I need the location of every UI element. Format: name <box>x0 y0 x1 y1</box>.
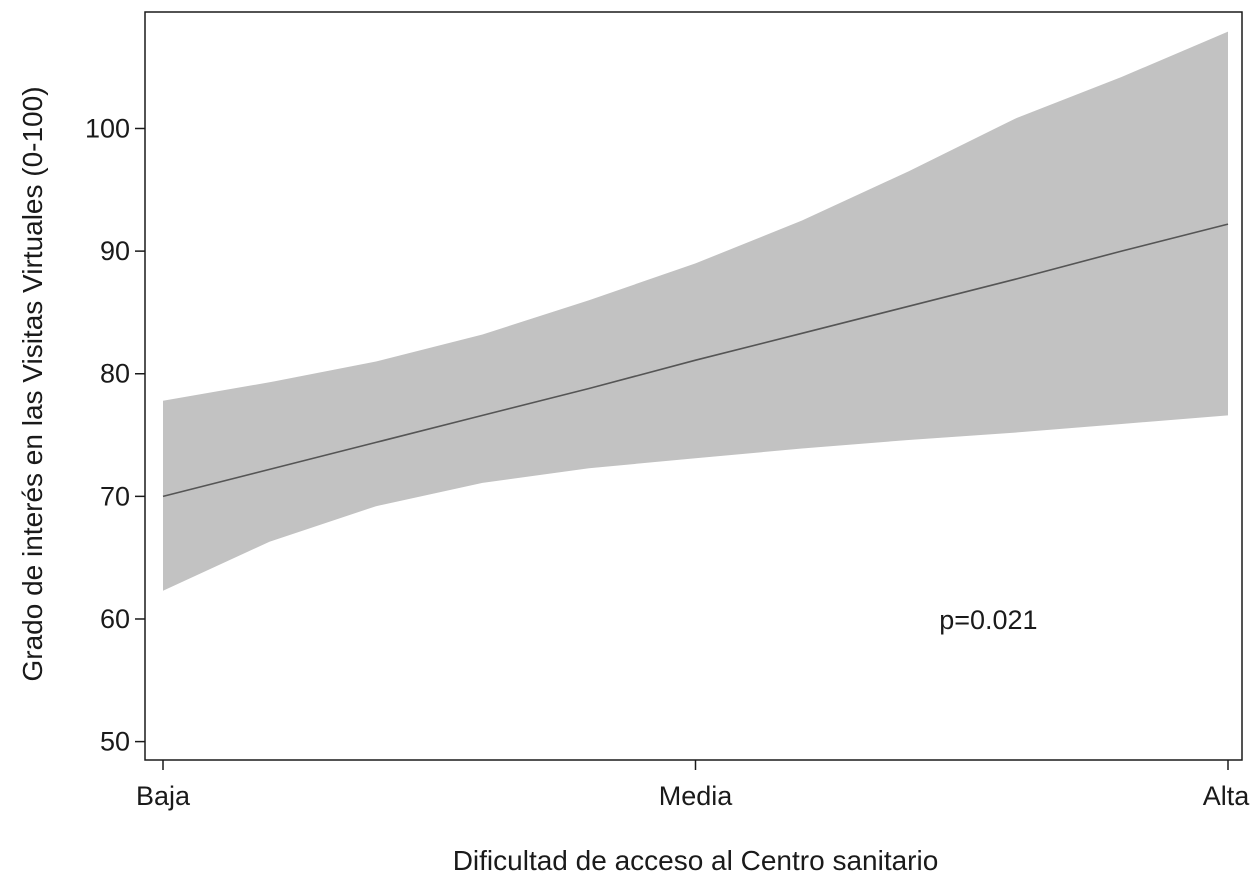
fit-line-0 <box>162 223 1229 498</box>
x-tick-label: Media <box>659 781 734 811</box>
annotations: p=0.021 <box>939 605 1037 635</box>
y-tick-label: 100 <box>85 113 130 143</box>
y-tick-label: 50 <box>100 727 130 757</box>
y-tick-label: 70 <box>100 481 130 511</box>
y-axis: 50 60 70 80 90 100 <box>85 113 145 757</box>
p-value-annotation: p=0.021 <box>939 605 1037 635</box>
y-tick-label: 90 <box>100 236 130 266</box>
x-tick-label: Baja <box>136 781 191 811</box>
y-axis-title: Grado de interés en las Visitas Virtuale… <box>17 86 48 681</box>
x-axis: Baja Media Alta <box>136 760 1250 811</box>
confidence-band-layer <box>163 31 1228 591</box>
y-tick-label: 80 <box>100 359 130 389</box>
fit-line-layer <box>162 223 1229 498</box>
confidence-band-0 <box>163 31 1228 591</box>
x-tick-label: Alta <box>1203 781 1251 811</box>
y-tick-label: 60 <box>100 604 130 634</box>
x-axis-title: Dificultad de acceso al Centro sanitario <box>453 845 939 876</box>
plot-area-frame <box>144 11 1243 761</box>
